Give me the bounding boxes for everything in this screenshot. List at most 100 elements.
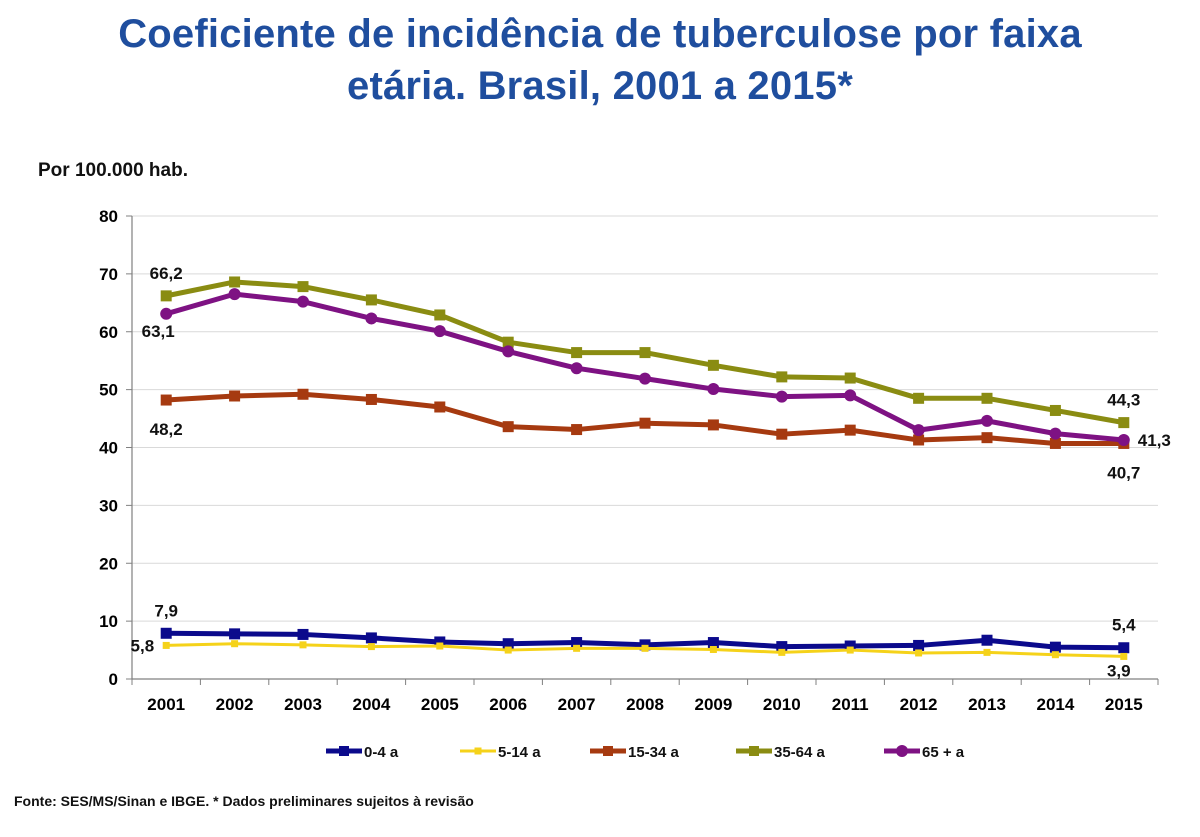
point-65-a-2002: [228, 288, 241, 301]
point-15-34-a-2013: [981, 432, 993, 444]
point-35-64-a-2014: [1049, 404, 1061, 416]
point-35-64-a-2002: [229, 276, 241, 288]
x-tick-label-2013: 2013: [968, 695, 1006, 714]
x-tick-label-2005: 2005: [421, 695, 459, 714]
x-tick-label-2012: 2012: [900, 695, 938, 714]
point-35-64-a-2009: [707, 359, 719, 371]
point-15-34-a-2014: [1049, 437, 1061, 449]
point-35-64-a-2004: [365, 294, 377, 306]
point-35-64-a-2001: [160, 290, 172, 302]
legend-swatch-marker-35-64-a: [749, 746, 759, 756]
legend-swatch-marker-65-a: [896, 745, 908, 757]
legend-label-65-a: 65 + a: [922, 744, 965, 761]
point-5-14-a-2008: [641, 644, 649, 652]
source-note: Fonte: SES/MS/Sinan e IBGE. * Dados prel…: [14, 793, 474, 809]
legend-label-15-34-a: 15-34 a: [628, 744, 680, 761]
point-35-64-a-2006: [502, 336, 514, 348]
x-tick-label-2010: 2010: [763, 695, 801, 714]
x-tick-label-2007: 2007: [558, 695, 596, 714]
y-axis-unit-label: Por 100.000 hab.: [38, 160, 188, 181]
x-tick-label-2004: 2004: [352, 695, 390, 714]
x-tick-label-2008: 2008: [626, 695, 664, 714]
point-5-14-a-2011: [846, 646, 854, 654]
point-0-4-a-2001: [160, 627, 172, 639]
chart-title-line1: Coeficiente de incidência de tuberculose…: [118, 12, 1082, 56]
point-0-4-a-2007: [571, 637, 583, 649]
series-65-a: [160, 288, 1130, 446]
point-15-34-a-2009: [707, 419, 719, 431]
point-0-4-a-2006: [502, 638, 514, 650]
data-label-0: 66,2: [150, 264, 183, 283]
point-5-14-a-2010: [778, 648, 786, 656]
grid-lines: [132, 215, 1158, 622]
point-35-64-a-2010: [776, 371, 788, 383]
point-0-4-a-2002: [229, 628, 241, 640]
data-label-2: 48,2: [150, 420, 183, 439]
legend-swatch-marker-5-14-a: [474, 747, 482, 755]
y-tick-label-30: 30: [99, 496, 118, 515]
point-35-64-a-2008: [639, 347, 651, 359]
y-tick-label-80: 80: [99, 207, 118, 226]
x-tick-label-2003: 2003: [284, 695, 322, 714]
legend-item-5-14-a: 5-14 a: [460, 744, 541, 761]
point-65-a-2001: [160, 307, 173, 320]
y-tick-label-10: 10: [99, 612, 118, 631]
point-15-34-a-2006: [502, 421, 514, 433]
point-0-4-a-2010: [776, 641, 788, 653]
point-15-34-a-2007: [571, 424, 583, 436]
point-5-14-a-2004: [367, 643, 375, 651]
x-tick-label-2011: 2011: [832, 695, 869, 714]
legend-swatch-marker-0-4-a: [339, 746, 349, 756]
series-15-34-a: [160, 388, 1130, 449]
point-0-4-a-2013: [981, 634, 993, 646]
point-35-64-a-2015: [1118, 417, 1130, 429]
series-5-14-a: [162, 640, 1128, 660]
x-tick-label-2002: 2002: [216, 695, 254, 714]
y-tick-label-70: 70: [99, 265, 118, 284]
point-5-14-a-2005: [436, 642, 444, 650]
point-15-34-a-2005: [434, 401, 446, 413]
y-tick-label-20: 20: [99, 554, 118, 573]
point-35-64-a-2013: [981, 392, 993, 404]
point-65-a-2015: [1117, 433, 1130, 446]
point-65-a-2006: [502, 345, 515, 358]
point-5-14-a-2003: [299, 641, 307, 649]
data-label-5: 44,3: [1107, 391, 1140, 410]
point-35-64-a-2003: [297, 281, 309, 293]
point-0-4-a-2014: [1049, 641, 1061, 653]
point-15-34-a-2001: [160, 394, 172, 406]
point-5-14-a-2013: [983, 648, 991, 656]
axes: 0 10 20 30 40 50 60 70 80 2001 2002 2003 2004 2005 200…: [99, 207, 1159, 714]
y-tick-label-0: 0: [109, 670, 118, 689]
point-65-a-2012: [912, 424, 925, 437]
point-15-34-a-2003: [297, 388, 309, 400]
point-0-4-a-2005: [434, 636, 446, 648]
point-5-14-a-2012: [915, 649, 923, 657]
point-35-64-a-2005: [434, 309, 446, 321]
legend-label-0-4-a: 0-4 a: [364, 744, 399, 761]
point-65-a-2003: [297, 295, 309, 308]
data-label-3: 7,9: [154, 601, 178, 620]
point-35-64-a-2012: [913, 392, 925, 404]
point-65-a-2013: [981, 414, 993, 427]
point-5-14-a-2009: [709, 645, 717, 653]
point-0-4-a-2004: [365, 632, 377, 644]
data-label-8: 5,4: [1112, 616, 1136, 635]
point-15-34-a-2008: [639, 417, 651, 429]
point-65-a-2014: [1049, 427, 1062, 440]
point-15-34-a-2011: [844, 424, 856, 436]
point-5-14-a-2014: [1051, 651, 1059, 659]
point-5-14-a-2001: [162, 641, 170, 649]
y-tick-label-50: 50: [99, 381, 118, 400]
point-35-64-a-2007: [571, 347, 583, 359]
point-65-a-2007: [570, 362, 583, 375]
point-5-14-a-2015: [1120, 652, 1128, 660]
point-35-64-a-2011: [844, 372, 856, 384]
data-label-6: 41,3: [1138, 431, 1171, 450]
point-15-34-a-2010: [776, 428, 788, 440]
point-65-a-2011: [844, 389, 857, 402]
x-tick-label-2009: 2009: [694, 695, 732, 714]
x-tick-label-2001: 2001: [147, 695, 185, 714]
data-label-4: 5,8: [131, 636, 155, 655]
